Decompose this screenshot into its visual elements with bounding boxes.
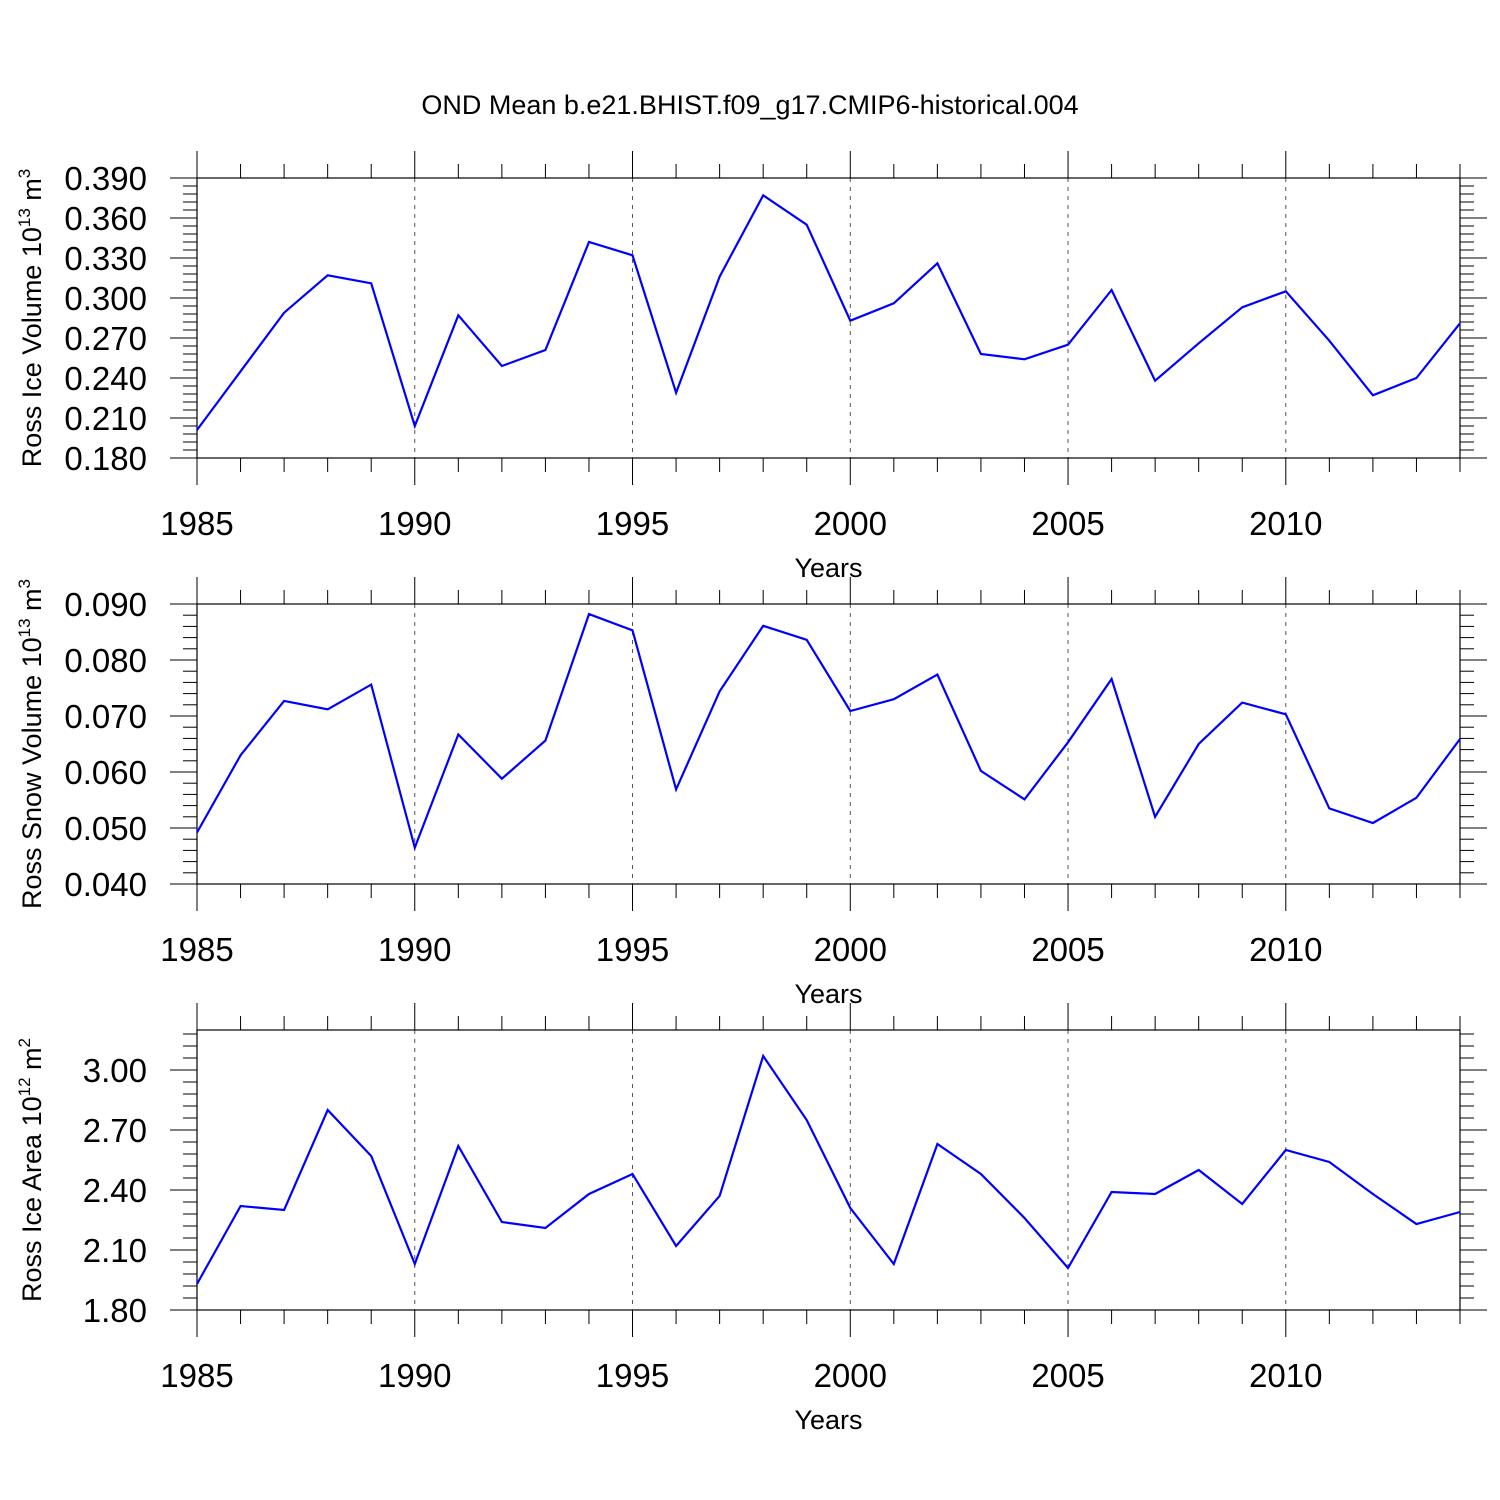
y-axis-label-exponent: 12 bbox=[15, 1077, 34, 1096]
x-tick-label: 1995 bbox=[596, 505, 669, 542]
y-tick-label: 0.270 bbox=[64, 320, 147, 357]
y-axis-label-exponent: 13 bbox=[15, 208, 34, 227]
y-tick-label: 0.080 bbox=[64, 642, 147, 679]
x-axis-label: Years bbox=[794, 979, 862, 1009]
y-axis-label-unit-exponent: 2 bbox=[15, 1038, 34, 1047]
y-tick-label: 2.70 bbox=[83, 1112, 147, 1149]
chart-title: OND Mean b.e21.BHIST.f09_g17.CMIP6-histo… bbox=[421, 90, 1078, 120]
y-tick-label: 2.10 bbox=[83, 1232, 147, 1269]
y-tick-label: 0.360 bbox=[64, 200, 147, 237]
x-axis-label: Years bbox=[794, 1405, 862, 1435]
y-axis-label-unit: m bbox=[17, 1047, 47, 1077]
y-tick-label: 0.390 bbox=[64, 160, 147, 197]
y-axis-label: Ross Snow Volume 1013 m3 bbox=[15, 579, 47, 909]
x-tick-label: 2005 bbox=[1031, 1357, 1104, 1394]
x-tick-label: 1985 bbox=[160, 505, 233, 542]
series-line bbox=[196, 612, 1461, 852]
x-tick-label: 2000 bbox=[814, 505, 887, 542]
y-tick-label: 0.210 bbox=[64, 400, 147, 437]
panel-1: 1985 1990 1995 2000 2005 20100.1800.2100.2400… bbox=[15, 151, 1487, 583]
x-tick-label: 2010 bbox=[1249, 1357, 1322, 1394]
x-tick-label: 1985 bbox=[160, 1357, 233, 1394]
series-line bbox=[196, 193, 1461, 431]
y-axis-label-unit: m bbox=[17, 588, 47, 618]
y-tick-label: 0.330 bbox=[64, 240, 147, 277]
x-tick-label: 1990 bbox=[378, 931, 451, 968]
x-tick-label: 2000 bbox=[814, 1357, 887, 1394]
y-tick-label: 1.80 bbox=[83, 1292, 147, 1329]
x-tick-label: 1990 bbox=[378, 505, 451, 542]
x-tick-label: 2010 bbox=[1249, 931, 1322, 968]
panel-3: 1985 1990 1995 2000 2005 2010 1.80 2.10 2.40 2.70… bbox=[15, 1003, 1487, 1435]
panel-2: 1985 1990 1995 2000 2005 2010 0.040 0.050 0.060 0… bbox=[15, 577, 1487, 1009]
y-axis-label-unit-exponent: 3 bbox=[15, 579, 34, 588]
plot-frame bbox=[196, 1029, 1461, 1311]
y-axis-label: Ross Ice Volume 1013 m3 bbox=[15, 169, 47, 468]
series-line bbox=[196, 1053, 1461, 1285]
y-axis-label-text: Ross Ice Area 10 bbox=[17, 1096, 47, 1302]
y-axis-label-unit-exponent: 3 bbox=[15, 169, 34, 178]
y-tick-label: 0.090 bbox=[64, 586, 147, 623]
y-tick-label: 0.040 bbox=[64, 866, 147, 903]
x-tick-label: 2005 bbox=[1031, 505, 1104, 542]
y-tick-label: 3.00 bbox=[83, 1052, 147, 1089]
y-axis-label: Ross Ice Area 1012 m2 bbox=[15, 1038, 47, 1302]
x-tick-label: 2010 bbox=[1249, 505, 1322, 542]
y-tick-label: 0.060 bbox=[64, 754, 147, 791]
y-axis-label-text: Ross Ice Volume 10 bbox=[17, 227, 47, 467]
plot-frame bbox=[196, 603, 1461, 885]
y-axis-label-text: Ross Snow Volume 10 bbox=[17, 637, 47, 909]
x-tick-label: 1985 bbox=[160, 931, 233, 968]
x-tick-label: 1990 bbox=[378, 1357, 451, 1394]
y-tick-label: 0.050 bbox=[64, 810, 147, 847]
x-tick-label: 2000 bbox=[814, 931, 887, 968]
x-axis-label: Years bbox=[794, 553, 862, 583]
y-tick-label: 0.180 bbox=[64, 440, 147, 477]
x-tick-label: 1995 bbox=[596, 1357, 669, 1394]
y-tick-label: 0.300 bbox=[64, 280, 147, 317]
plot-frame bbox=[196, 177, 1461, 459]
y-tick-label: 0.240 bbox=[64, 360, 147, 397]
x-tick-label: 1995 bbox=[596, 931, 669, 968]
y-axis-label-exponent: 13 bbox=[15, 618, 34, 637]
y-axis-label-unit: m bbox=[17, 178, 47, 208]
y-tick-label: 0.070 bbox=[64, 698, 147, 735]
y-tick-label: 2.40 bbox=[83, 1172, 147, 1209]
x-tick-label: 2005 bbox=[1031, 931, 1104, 968]
